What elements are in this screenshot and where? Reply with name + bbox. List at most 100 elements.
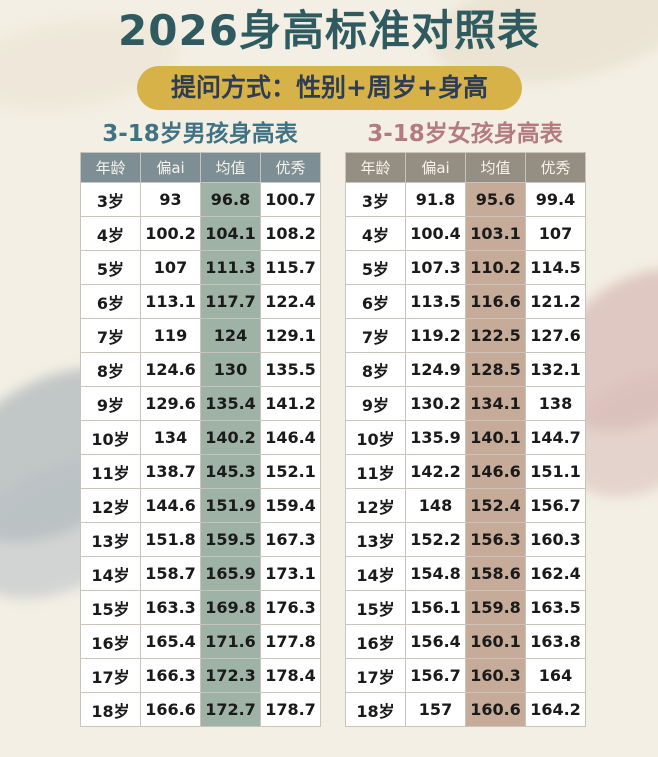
- cell-age: 9岁: [80, 386, 141, 421]
- header-excellent: 优秀: [525, 152, 586, 183]
- cell-average: 104.1: [200, 216, 261, 251]
- table-row: 4岁 100.2 104.1 108.2: [80, 216, 321, 251]
- cell-age: 16岁: [345, 624, 406, 659]
- cell-average: 130: [200, 352, 261, 387]
- cell-excellent: 122.4: [260, 284, 321, 319]
- cell-low: 157: [405, 692, 466, 727]
- cell-age: 12岁: [345, 488, 406, 523]
- cell-excellent: 141.2: [260, 386, 321, 421]
- cell-average: 124: [200, 318, 261, 353]
- header-average: 均值: [465, 152, 526, 183]
- cell-average: 146.6: [465, 454, 526, 489]
- cell-excellent: 159.4: [260, 488, 321, 523]
- cell-excellent: 129.1: [260, 318, 321, 353]
- table-row: 15岁 163.3 169.8 176.3: [80, 590, 321, 625]
- table-row: 18岁 166.6 172.7 178.7: [80, 692, 321, 727]
- table-row: 10岁 135.9 140.1 144.7: [345, 420, 586, 455]
- cell-average: 160.3: [465, 658, 526, 693]
- cell-age: 8岁: [80, 352, 141, 387]
- cell-excellent: 108.2: [260, 216, 321, 251]
- cell-excellent: 177.8: [260, 624, 321, 659]
- cell-excellent: 99.4: [525, 182, 586, 217]
- cell-excellent: 151.1: [525, 454, 586, 489]
- cell-average: 160.6: [465, 692, 526, 727]
- cell-low: 119.2: [405, 318, 466, 353]
- cell-low: 107.3: [405, 250, 466, 285]
- cell-excellent: 127.6: [525, 318, 586, 353]
- cell-low: 124.9: [405, 352, 466, 387]
- cell-low: 165.4: [140, 624, 201, 659]
- cell-age: 15岁: [80, 590, 141, 625]
- table-row: 10岁 134 140.2 146.4: [80, 420, 321, 455]
- cell-age: 5岁: [345, 250, 406, 285]
- table-row: 17岁 166.3 172.3 178.4: [80, 658, 321, 693]
- cell-low: 113.1: [140, 284, 201, 319]
- table-row: 16岁 165.4 171.6 177.8: [80, 624, 321, 659]
- table-row: 7岁 119.2 122.5 127.6: [345, 318, 586, 353]
- cell-average: 159.8: [465, 590, 526, 625]
- table-row: 15岁 156.1 159.8 163.5: [345, 590, 586, 625]
- cell-average: 96.8: [200, 182, 261, 217]
- cell-excellent: 132.1: [525, 352, 586, 387]
- table-row: 3岁 91.8 95.6 99.4: [345, 182, 586, 217]
- cell-excellent: 176.3: [260, 590, 321, 625]
- cell-age: 3岁: [345, 182, 406, 217]
- girls-table-title: 3-18岁女孩身高表: [367, 121, 563, 147]
- cell-average: 160.1: [465, 624, 526, 659]
- cell-age: 6岁: [345, 284, 406, 319]
- cell-excellent: 163.5: [525, 590, 586, 625]
- cell-excellent: 156.7: [525, 488, 586, 523]
- cell-low: 93: [140, 182, 201, 217]
- cell-age: 17岁: [345, 658, 406, 693]
- table-row: 14岁 154.8 158.6 162.4: [345, 556, 586, 591]
- table-row: 13岁 152.2 156.3 160.3: [345, 522, 586, 557]
- cell-low: 156.4: [405, 624, 466, 659]
- cell-excellent: 121.2: [525, 284, 586, 319]
- cell-excellent: 152.1: [260, 454, 321, 489]
- cell-low: 158.7: [140, 556, 201, 591]
- cell-low: 152.2: [405, 522, 466, 557]
- cell-low: 151.8: [140, 522, 201, 557]
- subtitle-banner: 提问方式：性别+周岁+身高: [137, 66, 522, 110]
- table-header-row: 年龄 偏ai 均值 优秀: [80, 152, 321, 183]
- cell-low: 142.2: [405, 454, 466, 489]
- cell-low: 166.6: [140, 692, 201, 727]
- cell-age: 13岁: [80, 522, 141, 557]
- table-row: 3岁 93 96.8 100.7: [80, 182, 321, 217]
- table-row: 4岁 100.4 103.1 107: [345, 216, 586, 251]
- girls-table-body: 3岁 91.8 95.6 99.4 4岁 100.4 103.1 107 5岁 107.3 110.…: [345, 182, 586, 727]
- table-row: 6岁 113.1 117.7 122.4: [80, 284, 321, 319]
- table-row: 16岁 156.4 160.1 163.8: [345, 624, 586, 659]
- cell-age: 8岁: [345, 352, 406, 387]
- cell-age: 17岁: [80, 658, 141, 693]
- cell-excellent: 164.2: [525, 692, 586, 727]
- cell-age: 14岁: [345, 556, 406, 591]
- cell-excellent: 160.3: [525, 522, 586, 557]
- table-header-row: 年龄 偏ai 均值 优秀: [345, 152, 586, 183]
- cell-age: 11岁: [345, 454, 406, 489]
- cell-average: 169.8: [200, 590, 261, 625]
- cell-low: 138.7: [140, 454, 201, 489]
- cell-excellent: 107: [525, 216, 586, 251]
- header-excellent: 优秀: [260, 152, 321, 183]
- table-row: 18岁 157 160.6 164.2: [345, 692, 586, 727]
- cell-low: 91.8: [405, 182, 466, 217]
- boys-table-body: 3岁 93 96.8 100.7 4岁 100.2 104.1 108.2 5岁 107 111.3…: [80, 182, 321, 727]
- cell-average: 165.9: [200, 556, 261, 591]
- table-row: 17岁 156.7 160.3 164: [345, 658, 586, 693]
- cell-low: 100.4: [405, 216, 466, 251]
- table-row: 8岁 124.9 128.5 132.1: [345, 352, 586, 387]
- cell-average: 172.3: [200, 658, 261, 693]
- cell-excellent: 164: [525, 658, 586, 693]
- cell-age: 7岁: [345, 318, 406, 353]
- header-age: 年龄: [345, 152, 406, 183]
- table-row: 14岁 158.7 165.9 173.1: [80, 556, 321, 591]
- cell-excellent: 146.4: [260, 420, 321, 455]
- cell-average: 122.5: [465, 318, 526, 353]
- cell-average: 151.9: [200, 488, 261, 523]
- cell-age: 12岁: [80, 488, 141, 523]
- cell-low: 100.2: [140, 216, 201, 251]
- cell-average: 171.6: [200, 624, 261, 659]
- cell-low: 166.3: [140, 658, 201, 693]
- cell-low: 113.5: [405, 284, 466, 319]
